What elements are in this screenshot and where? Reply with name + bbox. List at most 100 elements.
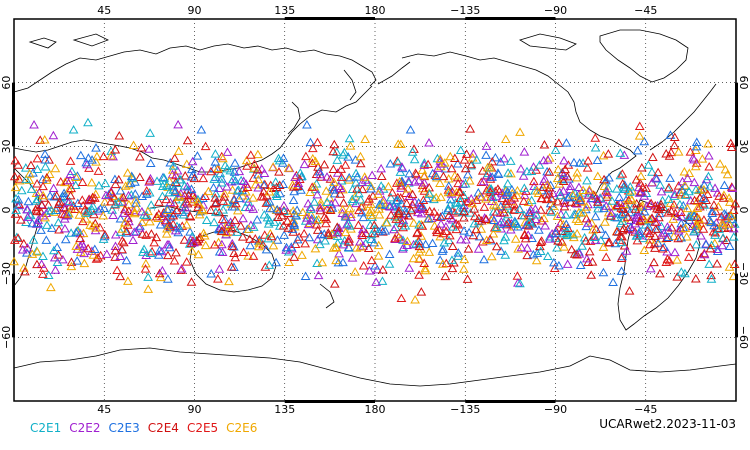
- data-point-c2e1: [274, 155, 285, 165]
- data-point-c2e5: [32, 153, 43, 163]
- data-point-c2e3: [292, 234, 303, 244]
- data-point-c2e6: [689, 208, 700, 218]
- data-point-c2e4: [325, 205, 336, 215]
- data-point-c2e1: [534, 160, 545, 169]
- data-point-c2e3: [216, 174, 227, 183]
- data-point-c2e3: [305, 137, 316, 147]
- data-point-c2e1: [248, 222, 259, 231]
- data-point-c2e1: [145, 128, 155, 137]
- data-point-c2e5: [321, 214, 332, 223]
- data-point-c2e2: [110, 241, 121, 250]
- data-point-c2e3: [678, 200, 689, 210]
- data-point-c2e3: [366, 183, 376, 193]
- data-point-c2e1: [706, 274, 717, 283]
- data-point-c2e6: [162, 224, 172, 233]
- data-point-c2e1: [603, 183, 614, 193]
- data-point-c2e2: [57, 254, 68, 264]
- data-point-c2e6: [383, 181, 394, 191]
- data-point-c2e4: [223, 220, 234, 229]
- data-point-c2e6: [284, 257, 294, 267]
- data-point-c2e5: [217, 214, 228, 224]
- data-point-c2e2: [222, 147, 233, 156]
- data-point-c2e6: [365, 207, 375, 217]
- data-point-c2e5: [278, 221, 289, 230]
- data-point-c2e5: [112, 265, 123, 275]
- data-point-c2e4: [13, 160, 23, 169]
- data-point-c2e2: [496, 216, 507, 226]
- data-point-c2e5: [419, 258, 430, 268]
- data-point-c2e6: [31, 188, 42, 198]
- data-point-c2e4: [560, 164, 571, 174]
- data-point-c2e1: [68, 125, 79, 134]
- data-point-c2e3: [420, 239, 431, 249]
- data-point-c2e6: [44, 169, 55, 179]
- data-point-c2e6: [578, 207, 589, 217]
- data-point-c2e6: [74, 210, 85, 219]
- data-point-c2e6: [724, 193, 734, 202]
- data-point-c2e3: [265, 203, 275, 213]
- data-point-c2e1: [49, 245, 59, 255]
- data-point-c2e2: [49, 252, 60, 262]
- data-point-c2e6: [513, 244, 524, 253]
- data-point-c2e2: [689, 154, 699, 164]
- data-point-c2e2: [357, 177, 368, 186]
- data-point-c2e1: [174, 174, 185, 184]
- data-point-c2e3: [304, 232, 315, 242]
- data-point-c2e1: [344, 133, 355, 143]
- data-point-c2e1: [157, 191, 168, 200]
- data-point-c2e3: [678, 222, 689, 232]
- data-point-c2e2: [627, 225, 638, 234]
- coastline-antarctica: [13, 347, 737, 387]
- data-point-c2e5: [669, 200, 679, 209]
- data-point-c2e3: [665, 173, 675, 182]
- data-point-c2e4: [465, 124, 476, 133]
- data-point-c2e6: [24, 169, 35, 178]
- data-point-c2e6: [719, 190, 729, 199]
- data-point-c2e5: [509, 193, 520, 202]
- coastline-south-america: [617, 199, 701, 331]
- data-point-c2e3: [91, 143, 101, 152]
- data-point-c2e2: [633, 210, 644, 220]
- data-point-c2e3: [45, 191, 55, 200]
- data-point-c2e3: [512, 222, 523, 231]
- data-point-c2e6: [512, 185, 523, 195]
- data-point-c2e3: [166, 212, 176, 221]
- data-point-c2e1: [209, 217, 219, 227]
- data-point-c2e2: [293, 178, 304, 187]
- data-point-c2e2: [650, 173, 661, 182]
- data-point-c2e3: [369, 237, 380, 247]
- data-point-c2e6: [346, 209, 356, 219]
- data-point-c2e5: [444, 230, 455, 240]
- data-point-c2e5: [432, 211, 443, 221]
- data-point-c2e5: [535, 205, 546, 214]
- data-point-c2e6: [467, 152, 478, 162]
- data-point-c2e5: [398, 222, 409, 232]
- data-point-c2e6: [381, 217, 392, 227]
- data-point-c2e5: [258, 240, 268, 249]
- data-point-c2e1: [162, 180, 172, 189]
- data-point-c2e4: [581, 213, 592, 223]
- data-point-c2e4: [647, 213, 657, 222]
- data-point-c2e1: [514, 204, 525, 213]
- data-point-c2e3: [277, 158, 288, 167]
- data-point-c2e4: [569, 249, 580, 258]
- data-point-c2e4: [580, 236, 591, 245]
- data-point-c2e2: [389, 224, 399, 234]
- data-point-c2e4: [110, 179, 121, 189]
- data-point-c2e2: [656, 186, 667, 196]
- data-point-c2e3: [548, 257, 559, 267]
- data-point-c2e1: [611, 184, 622, 193]
- data-point-c2e4: [709, 200, 719, 209]
- data-point-c2e2: [217, 247, 228, 257]
- data-point-c2e6: [117, 224, 128, 233]
- data-point-c2e2: [581, 253, 592, 263]
- data-point-c2e5: [193, 202, 203, 211]
- data-point-c2e5: [169, 198, 180, 208]
- data-point-c2e2: [157, 265, 168, 275]
- data-point-c2e5: [261, 198, 272, 207]
- data-point-c2e1: [515, 278, 525, 288]
- data-point-c2e6: [85, 220, 96, 229]
- data-point-c2e1: [526, 166, 537, 176]
- lat-tick-label-right: 0: [737, 207, 750, 214]
- data-point-c2e5: [549, 263, 560, 273]
